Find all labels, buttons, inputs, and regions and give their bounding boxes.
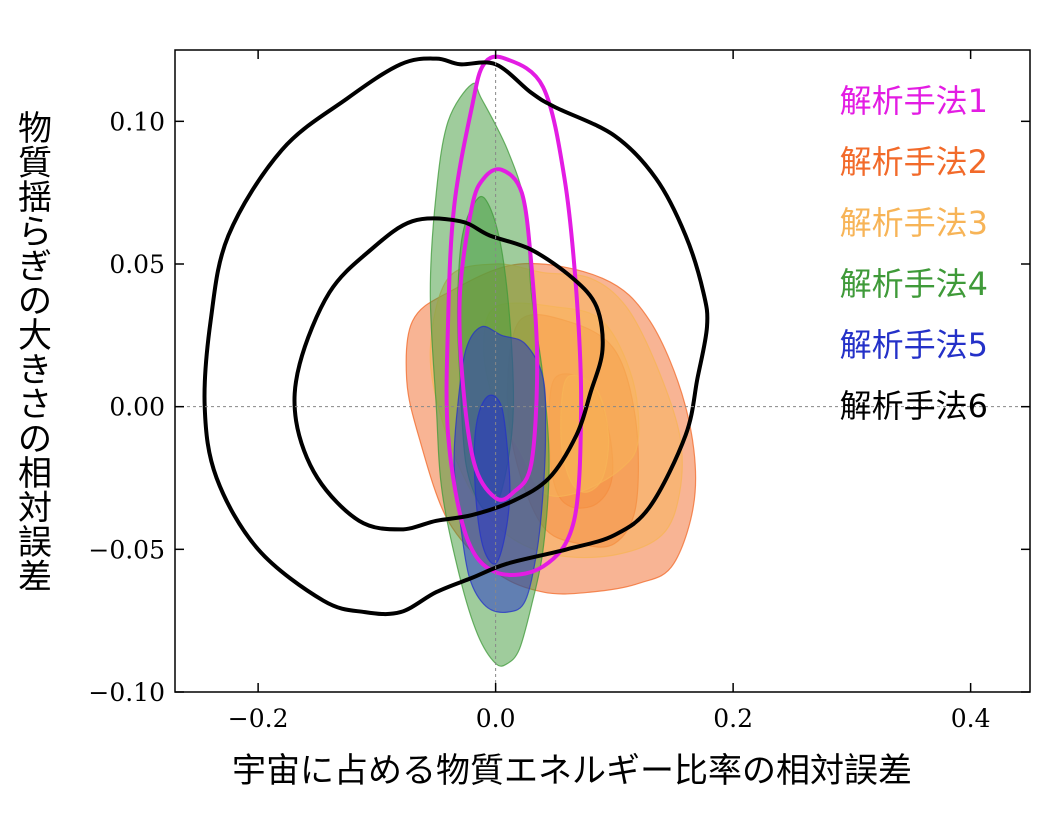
contour-method6-level1 (202, 56, 710, 617)
y-axis-label: 物質揺らぎの大きさの相対誤差 (18, 109, 52, 598)
contour-method3-level3 (560, 374, 610, 493)
x-tick-label: 0.0 (476, 704, 516, 733)
y-tick-label: 0.00 (109, 393, 165, 422)
legend-entry-method3: 解析手法3 (840, 204, 988, 242)
reference-lines (175, 50, 1030, 692)
contour-method6-level2 (292, 216, 605, 532)
axis-ticks: −0.2 0.0 0.2 0.4 −0.10 −0.05 0.00 0.05 0.10 (88, 50, 1030, 733)
contour-layer (202, 54, 710, 667)
contour-method1-level2 (457, 167, 540, 502)
legend-entry-method6: 解析手法6 (840, 387, 988, 425)
y-tick-label: 0.10 (109, 107, 165, 136)
legend-entry-method1: 解析手法1 (840, 82, 988, 120)
x-axis-label: 宇宙に占める物質エネルギー比率の相対誤差 (232, 751, 912, 791)
x-tick-label: −0.2 (228, 704, 289, 733)
y-tick-label: −0.10 (88, 678, 165, 707)
legend-entry-method2: 解析手法2 (840, 143, 988, 181)
x-tick-label: 0.2 (713, 704, 753, 733)
legend: 解析手法1 解析手法2 解析手法3 解析手法4 解析手法5 解析手法6 (840, 82, 988, 425)
contour-method5-level2 (473, 394, 511, 565)
legend-entry-method4: 解析手法4 (840, 265, 988, 303)
y-tick-label: 0.05 (109, 250, 165, 279)
y-tick-label: −0.05 (88, 535, 165, 564)
plot-frame (174, 49, 1031, 693)
x-tick-label: 0.4 (951, 704, 991, 733)
legend-entry-method5: 解析手法5 (840, 326, 988, 364)
